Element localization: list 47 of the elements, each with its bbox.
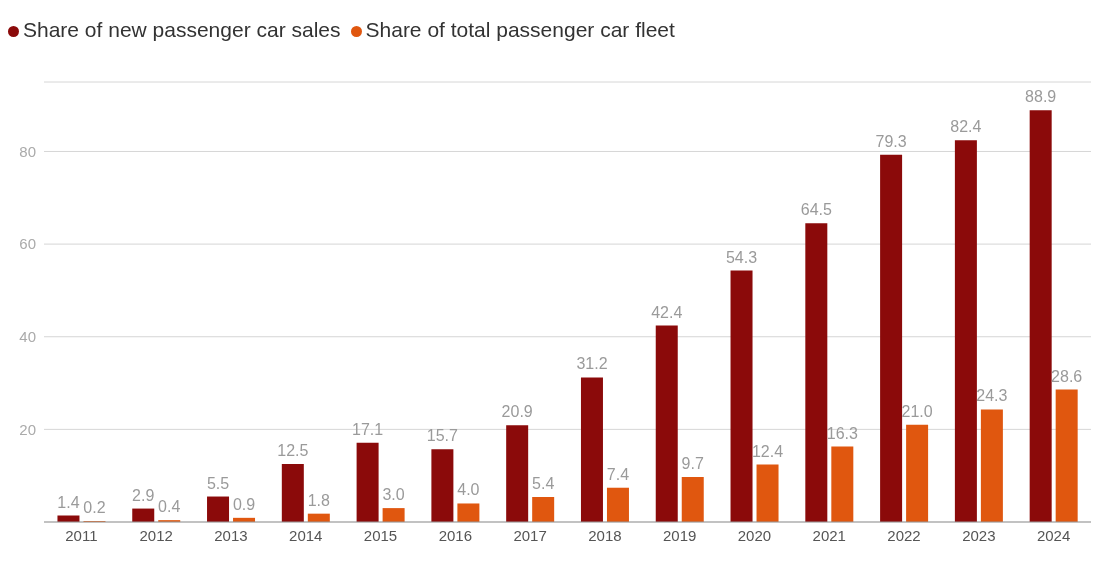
data-label: 88.9 <box>1025 88 1057 106</box>
data-label: 0.9 <box>232 495 256 513</box>
data-label: 31.2 <box>576 355 608 373</box>
x-tick-label: 2021 <box>812 526 846 544</box>
x-tick-label: 2016 <box>438 526 473 544</box>
legend-label: Share of total passenger car fleet <box>365 18 675 41</box>
data-label: 54.3 <box>725 248 758 266</box>
data-label: 24.3 <box>976 387 1008 405</box>
x-tick-label: 2012 <box>139 526 173 544</box>
y-tick-label: 20 <box>19 420 36 438</box>
data-label: 64.5 <box>800 201 832 219</box>
data-label: 12.4 <box>751 442 784 460</box>
x-tick-label: 2023 <box>962 526 996 544</box>
data-label: 0.2 <box>83 499 106 517</box>
x-tick-label: 2024 <box>1036 526 1071 544</box>
data-label: 12.5 <box>277 442 309 460</box>
x-tick-label: 2013 <box>214 526 248 544</box>
data-label: 2.9 <box>132 486 155 504</box>
x-tick-label: 2019 <box>662 526 697 544</box>
data-label: 4.0 <box>457 481 480 499</box>
x-tick-label: 2017 <box>513 526 547 544</box>
data-label: 9.7 <box>681 455 704 473</box>
data-label: 82.4 <box>950 118 982 136</box>
data-label: 7.4 <box>606 465 630 483</box>
data-label: 5.5 <box>206 474 230 492</box>
data-label: 1.4 <box>57 493 80 511</box>
data-label: 1.8 <box>307 491 331 509</box>
data-label: 21.0 <box>901 402 933 420</box>
y-tick-label: 40 <box>19 328 36 346</box>
data-label: 42.4 <box>651 303 683 321</box>
data-label: 3.0 <box>382 486 405 504</box>
x-tick-label: 2011 <box>65 526 98 544</box>
data-label: 17.1 <box>352 420 384 438</box>
data-label: 5.4 <box>532 474 555 492</box>
y-tick-label: 80 <box>19 142 36 160</box>
data-label: 20.9 <box>501 403 533 421</box>
data-label: 0.4 <box>158 498 181 516</box>
data-label: 16.3 <box>826 424 858 442</box>
x-tick-label: 2018 <box>588 526 622 544</box>
legend-label: Share of new passenger car sales <box>23 18 341 41</box>
data-label: 15.7 <box>426 427 459 445</box>
data-label: 79.3 <box>875 132 907 150</box>
x-tick-label: 2015 <box>363 526 398 544</box>
x-tick-label: 2022 <box>887 526 921 544</box>
x-tick-label: 2020 <box>737 526 772 544</box>
x-tick-label: 2014 <box>289 526 323 544</box>
y-tick-label: 60 <box>19 235 36 253</box>
